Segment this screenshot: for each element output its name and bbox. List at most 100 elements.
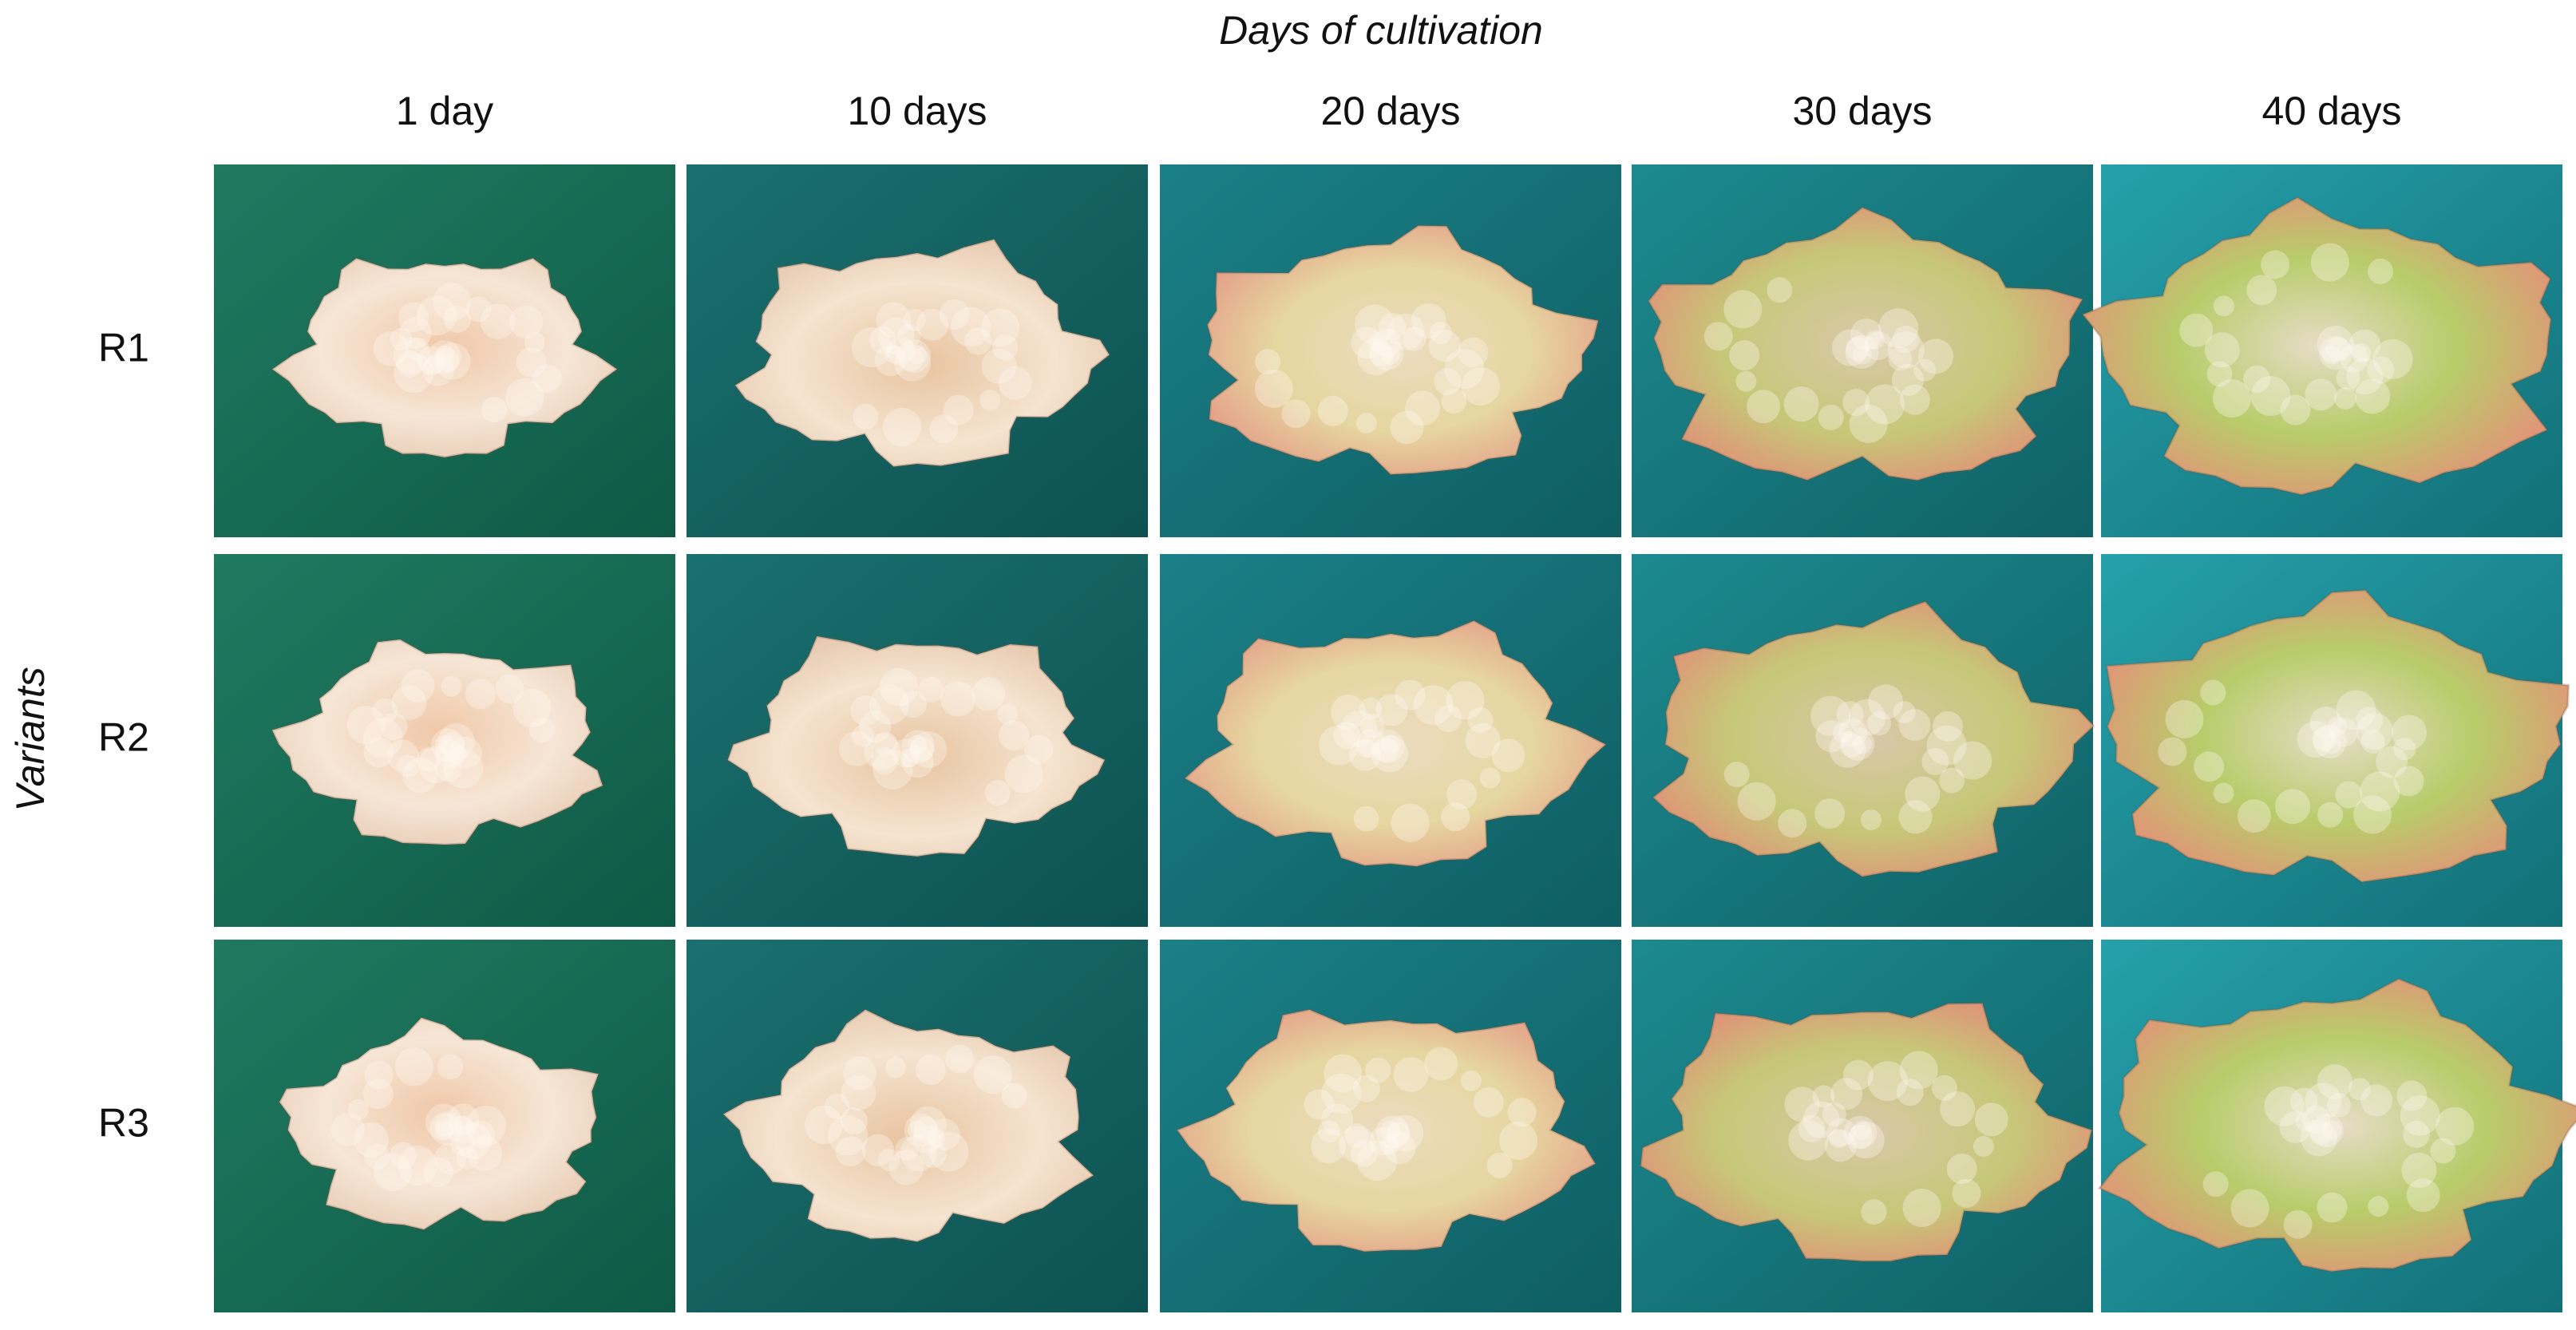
photo [2097,940,2576,1312]
callus-texture [2305,1083,2342,1120]
callus-texture [373,331,409,366]
callus-texture [904,1113,938,1147]
callus-texture [999,720,1030,751]
callus-texture [1860,809,1882,831]
callus-texture [1381,345,1400,365]
callus-texture [864,733,901,770]
callus-texture [1434,704,1462,732]
callus-texture [398,302,429,333]
callus-texture [1946,1153,1977,1184]
callus-texture [873,749,913,790]
callus-texture [516,346,547,378]
callus-texture [1892,325,1920,353]
callus-texture [1778,809,1807,838]
callus-texture [1390,410,1424,445]
callus-texture [1842,1059,1874,1091]
callus-texture [1353,806,1379,832]
callus-texture [926,1128,946,1148]
callus-texture [1379,1135,1399,1155]
callus-texture [481,397,508,423]
callus-texture [2360,729,2385,754]
callus-texture [998,366,1032,400]
callus-texture [2402,1120,2430,1148]
callus-texture [1411,303,1446,338]
callus-texture [437,1054,463,1080]
callus-texture [1467,707,1494,733]
callus-texture [1004,754,1043,794]
callus [270,256,619,459]
callus [1647,206,2085,482]
callus-texture [402,758,438,794]
callus-texture [869,326,896,354]
callus-texture [434,754,462,782]
callus-texture [2202,1171,2229,1197]
callus-texture [444,305,472,333]
callus-texture [2310,243,2349,282]
callus-texture [1368,342,1393,366]
callus [1651,600,2095,878]
callus-texture [908,1120,927,1140]
callus-texture [330,1112,365,1146]
callus-texture [964,327,992,355]
callus-texture [2325,337,2350,362]
callus-texture [2401,1152,2437,1188]
callus-texture [453,1115,473,1135]
callus-texture [903,308,926,331]
callus-texture [1395,679,1426,711]
callus-texture [1888,346,1913,371]
callus-texture [512,688,552,727]
callus-texture [456,1146,479,1170]
callus-texture [1356,728,1386,758]
callus-texture [2322,1120,2341,1140]
photo [2101,554,2570,927]
callus-texture [2305,378,2337,411]
callus-texture [1826,1118,1856,1147]
callus-texture [1784,1087,1820,1122]
callus-texture [950,307,991,347]
callus-texture [2393,766,2424,797]
callus-texture [1887,331,1925,369]
callus-texture [401,668,435,703]
callus-texture [1918,338,1954,374]
callus-texture [979,390,1001,411]
callus-texture [1356,738,1376,758]
callus [2105,588,2570,884]
callus-texture [2206,361,2233,387]
callus-texture [2237,799,2271,833]
callus-texture [2360,771,2400,812]
callus-texture [421,354,454,386]
callus-texture [1848,699,1886,736]
callus-texture [509,305,544,339]
callus-texture [1371,735,1408,773]
callus-texture [2318,336,2352,370]
callus-texture [1319,725,1359,766]
callus-texture [1311,1128,1347,1164]
callus-texture [859,711,892,743]
callus-texture [1381,734,1400,754]
callus-texture [465,1105,506,1146]
callus-texture [2283,1209,2313,1239]
callus-texture [1839,733,1864,758]
callus-texture [1973,1135,1994,1157]
row-label: R2 [98,715,149,760]
callus-texture [2275,789,2311,825]
callus-texture [1357,338,1395,376]
callus-texture [1428,330,1461,362]
callus-texture [2313,724,2347,758]
callus-texture [939,299,970,330]
callus-texture [1304,1089,1335,1120]
callus-texture [1368,1126,1398,1156]
callus-texture [981,348,1017,384]
callus-texture [416,295,457,336]
callus-texture [434,1113,459,1138]
callus-texture [1878,308,1919,349]
callus-texture [495,675,524,704]
callus-texture [1381,1120,1400,1140]
row-label: R1 [98,326,149,370]
callus-texture [1317,395,1348,426]
callus-texture [884,344,904,364]
callus-texture [416,747,441,772]
callus-texture [973,1055,1012,1094]
callus-texture [1899,384,1930,415]
callus-texture [1861,1199,1887,1225]
